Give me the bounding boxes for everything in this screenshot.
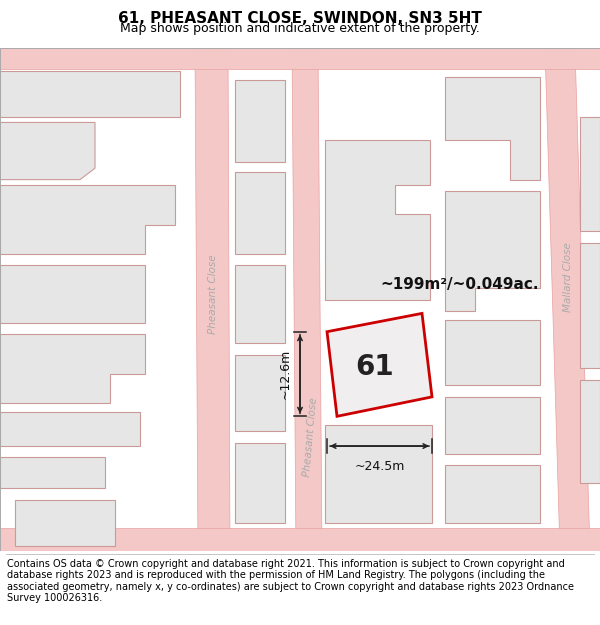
Polygon shape xyxy=(15,500,115,546)
Polygon shape xyxy=(292,48,322,551)
Text: Contains OS data © Crown copyright and database right 2021. This information is : Contains OS data © Crown copyright and d… xyxy=(7,559,574,603)
Polygon shape xyxy=(195,48,230,551)
Text: Map shows position and indicative extent of the property.: Map shows position and indicative extent… xyxy=(120,22,480,34)
Text: 61: 61 xyxy=(355,353,394,381)
Polygon shape xyxy=(445,397,540,454)
Polygon shape xyxy=(235,354,285,431)
Polygon shape xyxy=(0,71,180,117)
Polygon shape xyxy=(235,80,285,162)
Polygon shape xyxy=(0,412,140,446)
Polygon shape xyxy=(235,172,285,254)
Polygon shape xyxy=(327,313,432,416)
Text: ~199m²/~0.049ac.: ~199m²/~0.049ac. xyxy=(380,277,539,292)
Polygon shape xyxy=(0,186,175,254)
Polygon shape xyxy=(0,48,600,69)
Text: 61, PHEASANT CLOSE, SWINDON, SN3 5HT: 61, PHEASANT CLOSE, SWINDON, SN3 5HT xyxy=(118,11,482,26)
Polygon shape xyxy=(580,242,600,368)
Polygon shape xyxy=(445,77,540,179)
Text: Pheasant Close: Pheasant Close xyxy=(208,254,218,334)
Polygon shape xyxy=(325,426,432,522)
Polygon shape xyxy=(0,528,600,551)
Polygon shape xyxy=(235,442,285,522)
Text: Pheasant Close: Pheasant Close xyxy=(302,397,319,477)
Text: ~12.6m: ~12.6m xyxy=(279,349,292,399)
Polygon shape xyxy=(325,139,430,299)
Polygon shape xyxy=(0,122,95,179)
Polygon shape xyxy=(545,48,590,551)
Text: ~24.5m: ~24.5m xyxy=(355,460,404,472)
Polygon shape xyxy=(445,320,540,386)
Polygon shape xyxy=(0,334,145,402)
Polygon shape xyxy=(580,380,600,482)
Text: Mallard Close: Mallard Close xyxy=(563,242,573,312)
Polygon shape xyxy=(445,191,540,311)
Polygon shape xyxy=(580,117,600,231)
Polygon shape xyxy=(445,466,540,522)
Polygon shape xyxy=(235,266,285,343)
Polygon shape xyxy=(0,458,105,488)
Polygon shape xyxy=(0,266,145,322)
